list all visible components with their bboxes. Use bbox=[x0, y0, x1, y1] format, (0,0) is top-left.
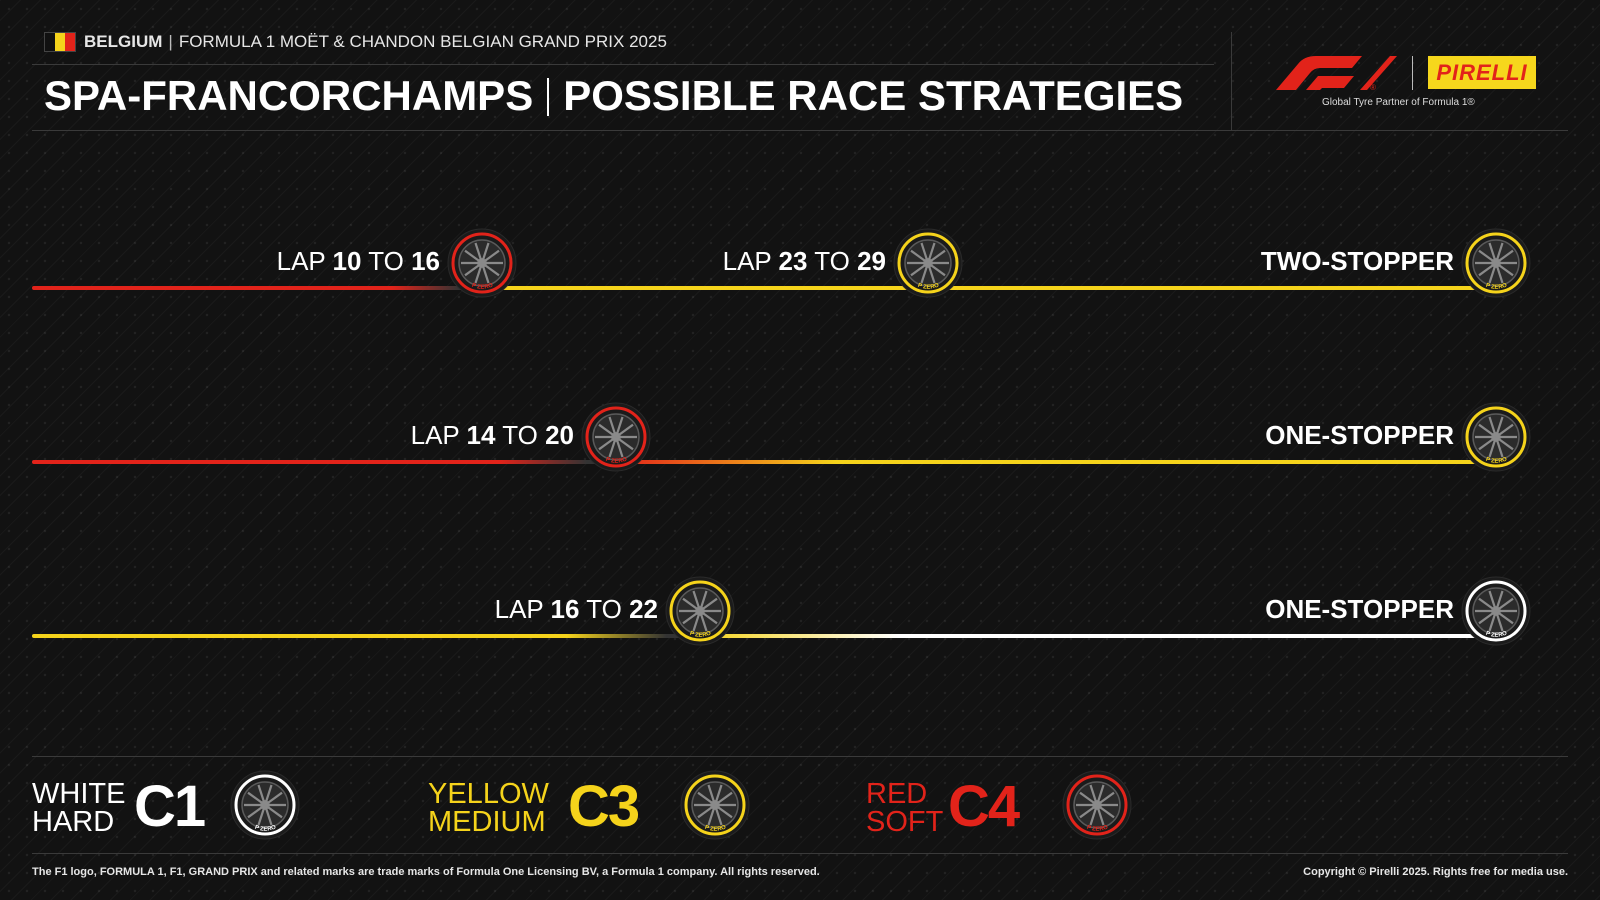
legend-compound-code: C1 bbox=[134, 774, 206, 839]
f1-logo: ® bbox=[1262, 54, 1397, 95]
tyre-icon: P ZERO bbox=[1062, 770, 1132, 840]
legend-bottom-rule bbox=[32, 853, 1568, 854]
page-title: SPA-FRANCORCHAMPS POSSIBLE RACE STRATEGIE… bbox=[44, 72, 1183, 120]
stint-line bbox=[700, 634, 1496, 638]
tyre-icon: P ZERO bbox=[447, 228, 517, 298]
lap-to-word: TO bbox=[495, 420, 546, 450]
stint-line bbox=[32, 634, 700, 638]
legend-top-rule bbox=[32, 756, 1568, 757]
pit-window-label: LAP 10 TO 16 bbox=[277, 246, 440, 277]
tyre-icon: P ZERO bbox=[1461, 402, 1531, 472]
lap-to: 20 bbox=[545, 420, 574, 450]
tyre-icon: P ZERO bbox=[230, 770, 300, 840]
lap-prefix: LAP bbox=[494, 594, 551, 624]
legend-color-word: WHITE bbox=[32, 778, 126, 810]
lap-from: 23 bbox=[778, 246, 808, 276]
svg-text:P ZERO: P ZERO bbox=[1086, 824, 1109, 832]
heading-text: POSSIBLE RACE STRATEGIES bbox=[563, 72, 1184, 119]
lap-from: 16 bbox=[550, 594, 580, 624]
stint-line bbox=[616, 460, 1496, 464]
svg-text:P ZERO: P ZERO bbox=[1485, 456, 1508, 464]
lap-from: 10 bbox=[332, 246, 362, 276]
lap-prefix: LAP bbox=[276, 246, 333, 276]
strategy-name: TWO-STOPPER bbox=[1260, 246, 1454, 276]
title-divider bbox=[547, 78, 550, 116]
svg-text:P ZERO: P ZERO bbox=[704, 824, 727, 832]
separator: | bbox=[168, 32, 173, 51]
header-bottom-rule bbox=[32, 130, 1568, 131]
lap-to-word: TO bbox=[361, 246, 412, 276]
stint-line bbox=[32, 460, 616, 464]
event-line: BELGIUM | FORMULA 1 MOËT & CHANDON BELGI… bbox=[44, 32, 667, 52]
legend-compound-code: C4 bbox=[948, 774, 1020, 839]
stint-line bbox=[482, 286, 928, 290]
header-vertical-rule bbox=[1231, 32, 1232, 130]
svg-text:P ZERO: P ZERO bbox=[917, 282, 940, 290]
lap-prefix: LAP bbox=[722, 246, 779, 276]
legend-words: WHITE HARD bbox=[32, 778, 126, 838]
lap-to-word: TO bbox=[579, 594, 630, 624]
pit-window-label: LAP 14 TO 20 bbox=[411, 420, 574, 451]
tyre-icon: P ZERO bbox=[665, 576, 735, 646]
legend-words: YELLOW MEDIUM bbox=[428, 778, 549, 838]
strategy-name: ONE-STOPPER bbox=[1265, 420, 1454, 450]
legend-words: RED SOFT bbox=[866, 778, 944, 838]
partner-text: Global Tyre Partner of Formula 1® bbox=[1322, 97, 1475, 108]
legend-type-word: HARD bbox=[32, 806, 115, 838]
svg-text:P ZERO: P ZERO bbox=[605, 456, 628, 464]
lap-to: 22 bbox=[629, 594, 658, 624]
pirelli-logo: PIRELLI bbox=[1428, 56, 1536, 89]
tyre-icon: P ZERO bbox=[893, 228, 963, 298]
svg-text:P ZERO: P ZERO bbox=[1485, 282, 1508, 290]
lap-from: 14 bbox=[466, 420, 496, 450]
legend-color-word: RED bbox=[866, 778, 928, 810]
lap-to: 16 bbox=[411, 246, 440, 276]
event-name: FORMULA 1 MOËT & CHANDON BELGIAN GRAND P… bbox=[178, 32, 667, 51]
svg-text:®: ® bbox=[1370, 83, 1376, 90]
footer-disclaimer: The F1 logo, FORMULA 1, F1, GRAND PRIX a… bbox=[32, 866, 820, 878]
header-top-rule bbox=[32, 64, 1214, 65]
legend-type-word: SOFT bbox=[866, 806, 944, 838]
footer-copyright: Copyright © Pirelli 2025. Rights free fo… bbox=[1303, 866, 1568, 878]
tyre-icon: P ZERO bbox=[1461, 228, 1531, 298]
tyre-icon: P ZERO bbox=[680, 770, 750, 840]
lap-to: 29 bbox=[857, 246, 886, 276]
svg-text:P ZERO: P ZERO bbox=[1485, 630, 1508, 638]
tyre-icon: P ZERO bbox=[1461, 576, 1531, 646]
tyre-icon: P ZERO bbox=[581, 402, 651, 472]
pit-window-label: LAP 23 TO 29 bbox=[723, 246, 886, 277]
legend-compound-code: C3 bbox=[568, 774, 640, 839]
svg-text:P ZERO: P ZERO bbox=[471, 282, 494, 290]
stint-line bbox=[928, 286, 1496, 290]
svg-text:P ZERO: P ZERO bbox=[689, 630, 712, 638]
lap-to-word: TO bbox=[807, 246, 858, 276]
country-label: BELGIUM bbox=[84, 32, 163, 51]
lap-prefix: LAP bbox=[410, 420, 467, 450]
strategy-name: ONE-STOPPER bbox=[1265, 594, 1454, 624]
legend-color-word: YELLOW bbox=[428, 778, 549, 810]
svg-text:P ZERO: P ZERO bbox=[254, 824, 277, 832]
stint-line bbox=[32, 286, 482, 290]
legend-type-word: MEDIUM bbox=[428, 806, 546, 838]
circuit-name: SPA-FRANCORCHAMPS bbox=[44, 72, 534, 119]
brand-divider bbox=[1412, 56, 1413, 90]
belgium-flag-icon bbox=[44, 32, 76, 52]
pit-window-label: LAP 16 TO 22 bbox=[495, 594, 658, 625]
